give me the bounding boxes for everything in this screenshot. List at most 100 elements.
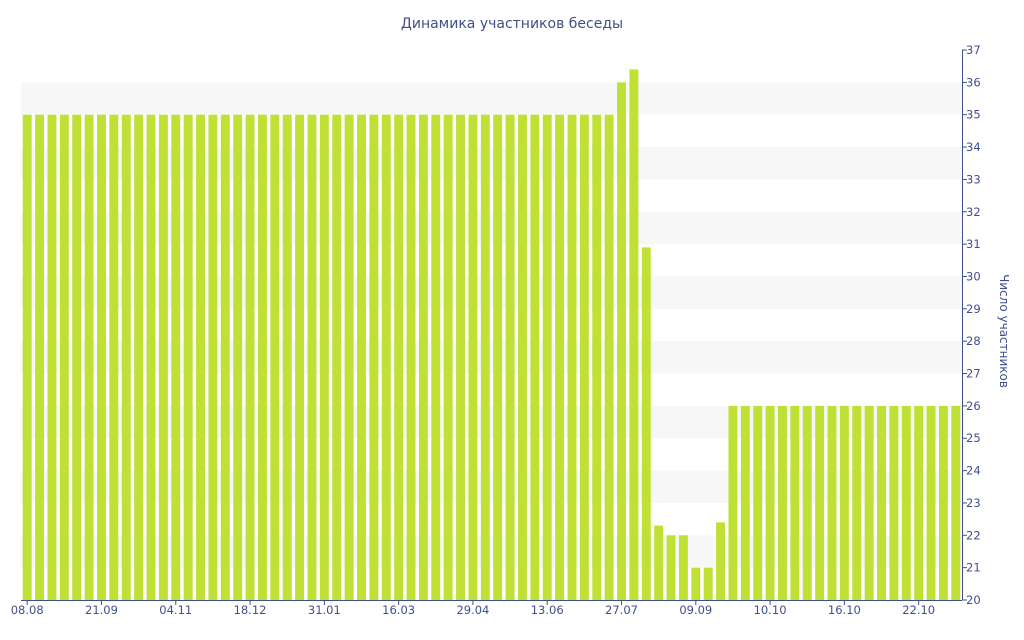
x-tick-label: 04.11 xyxy=(159,603,192,617)
bar xyxy=(852,405,862,600)
bar xyxy=(518,114,527,601)
x-tick-label: 31.01 xyxy=(308,603,341,617)
bar xyxy=(753,405,763,600)
bar xyxy=(319,114,329,601)
x-tick-label: 16.03 xyxy=(382,603,415,617)
y-tick-label: 33 xyxy=(966,172,981,186)
bar xyxy=(901,405,911,600)
bar xyxy=(629,69,639,600)
bar xyxy=(815,405,825,600)
bar xyxy=(146,114,156,601)
y-axis: 20 21 22 23 24 25 26 27 28 29 30 31 32 33 34 35 36 37 xyxy=(962,43,981,607)
bar xyxy=(839,405,849,600)
bar xyxy=(778,405,787,600)
bar xyxy=(183,114,193,601)
bar xyxy=(233,114,243,601)
bar xyxy=(282,114,292,601)
bar xyxy=(877,405,886,600)
bar xyxy=(555,114,565,601)
bar xyxy=(245,114,255,601)
bar xyxy=(431,114,441,601)
bar xyxy=(84,114,94,601)
y-tick-label: 36 xyxy=(966,75,981,89)
bar xyxy=(567,114,577,601)
bar xyxy=(641,247,651,600)
y-tick-label: 35 xyxy=(966,108,981,122)
bar xyxy=(369,114,379,601)
bar xyxy=(889,405,899,600)
bar xyxy=(406,114,416,601)
y-tick-label: 30 xyxy=(966,269,981,283)
bar xyxy=(109,114,119,601)
bar xyxy=(691,567,701,600)
bar xyxy=(864,405,874,600)
y-tick-label: 25 xyxy=(966,431,981,445)
bar xyxy=(542,114,552,601)
y-tick-label: 37 xyxy=(966,43,981,57)
y-tick-label: 23 xyxy=(966,496,981,510)
bar xyxy=(443,114,453,601)
x-axis: 08.08 21.09 04.11 18.12 31.01 16.03 29.04 13.06… xyxy=(11,600,935,617)
bar xyxy=(134,114,144,601)
bar xyxy=(196,114,205,601)
y-tick-label: 26 xyxy=(966,399,981,413)
bar xyxy=(666,535,676,600)
bar xyxy=(357,114,366,601)
bar xyxy=(827,405,837,600)
bar xyxy=(802,405,812,600)
bar xyxy=(97,114,106,601)
bar xyxy=(728,405,738,600)
bar xyxy=(394,114,404,601)
bar xyxy=(938,405,948,600)
bar xyxy=(480,114,490,601)
bar xyxy=(654,525,664,600)
x-tick-label: 21.09 xyxy=(85,603,118,617)
bar xyxy=(530,114,540,601)
bar xyxy=(926,405,936,600)
y-tick-label: 21 xyxy=(966,561,981,575)
bar xyxy=(381,114,391,601)
bar xyxy=(716,522,726,600)
bar xyxy=(59,114,69,601)
y-tick-label: 32 xyxy=(966,205,981,219)
bar xyxy=(220,114,230,601)
x-tick-label: 18.12 xyxy=(234,603,267,617)
x-tick-label: 22.10 xyxy=(902,603,935,617)
bar xyxy=(765,405,775,600)
x-tick-label: 13.06 xyxy=(531,603,564,617)
x-tick-label: 27.07 xyxy=(605,603,638,617)
y-tick-label: 20 xyxy=(966,593,981,607)
x-tick-label: 29.04 xyxy=(456,603,489,617)
bar xyxy=(35,114,45,601)
bar xyxy=(121,114,131,601)
bar xyxy=(604,114,614,601)
bar xyxy=(257,114,267,601)
y-tick-label: 22 xyxy=(966,528,981,542)
bar xyxy=(456,114,465,601)
bar xyxy=(703,567,713,600)
y-tick-label: 28 xyxy=(966,334,981,348)
bar xyxy=(208,114,218,601)
bar xyxy=(344,114,354,601)
y-tick-label: 29 xyxy=(966,302,981,316)
bar xyxy=(22,114,32,601)
x-tick-label: 08.08 xyxy=(11,603,44,617)
bar xyxy=(505,114,515,601)
bar xyxy=(468,114,478,601)
bar xyxy=(307,114,317,601)
bar xyxy=(790,405,800,600)
bars-group xyxy=(22,69,961,601)
bar xyxy=(418,114,428,601)
bar xyxy=(617,82,626,601)
bar xyxy=(740,405,750,600)
y-tick-label: 27 xyxy=(966,367,981,381)
y-tick-label: 34 xyxy=(966,140,981,154)
bar xyxy=(493,114,503,601)
x-tick-label: 10.10 xyxy=(754,603,787,617)
y-tick-label: 31 xyxy=(966,237,981,251)
bar xyxy=(270,114,280,601)
bar xyxy=(579,114,589,601)
chart-title: Динамика участников беседы xyxy=(401,16,623,32)
